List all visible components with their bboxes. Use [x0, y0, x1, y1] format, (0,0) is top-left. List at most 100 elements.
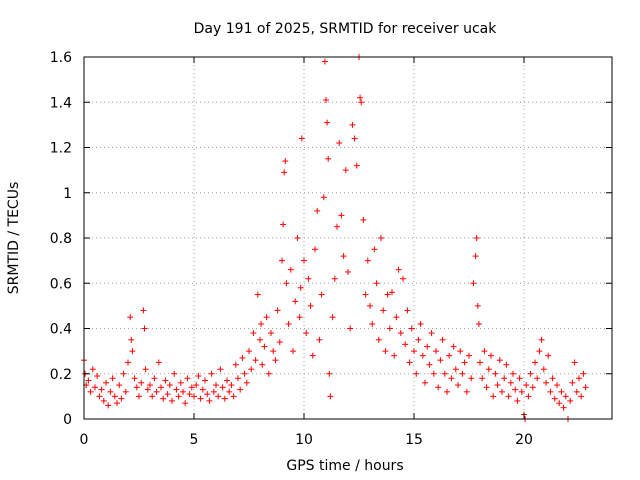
data-point — [248, 366, 255, 373]
data-point — [193, 382, 200, 389]
data-point — [512, 386, 519, 393]
data-point — [252, 357, 259, 364]
data-point — [437, 357, 444, 364]
x-axis-title: GPS time / hours — [286, 458, 403, 474]
data-point — [422, 379, 428, 386]
data-point — [540, 366, 547, 373]
data-point — [397, 330, 404, 337]
data-point — [329, 314, 336, 321]
data-point — [518, 388, 525, 395]
data-point — [158, 384, 164, 391]
data-point — [261, 343, 268, 350]
data-point — [164, 391, 171, 398]
data-point — [250, 330, 257, 337]
data-point — [268, 330, 274, 337]
data-point — [169, 397, 175, 404]
data-point — [217, 366, 224, 373]
data-point — [141, 325, 148, 332]
data-point — [400, 275, 406, 282]
data-point — [473, 235, 480, 241]
data-point — [215, 393, 222, 400]
data-point — [402, 341, 409, 348]
data-point — [144, 386, 151, 393]
data-point — [116, 382, 123, 389]
data-point — [353, 162, 360, 169]
y-tick-label: 0.8 — [50, 231, 72, 247]
data-point — [281, 169, 288, 176]
data-point — [411, 348, 417, 355]
data-point — [532, 359, 538, 366]
data-point — [94, 373, 101, 380]
data-point — [470, 280, 477, 287]
data-point — [433, 348, 439, 355]
grid-layer — [84, 57, 612, 419]
data-point — [241, 370, 248, 377]
data-point — [349, 121, 356, 128]
data-point — [389, 289, 395, 296]
data-point — [327, 393, 334, 400]
data-point — [254, 291, 261, 298]
data-point — [98, 386, 105, 393]
data-point — [89, 366, 96, 373]
data-point — [186, 391, 193, 398]
data-point — [415, 336, 422, 343]
data-point — [118, 395, 125, 402]
data-point — [323, 96, 329, 103]
data-point — [226, 388, 233, 395]
data-point — [120, 370, 127, 377]
data-point — [195, 373, 202, 380]
data-point — [525, 393, 532, 400]
data-point — [230, 393, 237, 400]
data-point — [331, 275, 338, 282]
data-point — [239, 354, 246, 361]
data-point — [556, 400, 563, 407]
data-point — [527, 370, 534, 377]
data-point — [567, 397, 574, 404]
y-tick-label: 1 — [63, 186, 72, 202]
data-point — [155, 359, 162, 366]
data-point — [197, 395, 204, 402]
data-point — [151, 375, 158, 382]
data-point — [285, 320, 292, 327]
y-tick-label: 1.6 — [50, 50, 72, 66]
y-tick-label: 1.4 — [50, 95, 72, 111]
data-point — [312, 246, 318, 253]
data-point — [351, 135, 358, 142]
data-point — [338, 212, 345, 219]
data-point — [109, 375, 116, 382]
data-point — [576, 375, 582, 382]
data-point — [475, 320, 482, 327]
data-point — [303, 330, 310, 337]
data-point — [340, 253, 347, 260]
data-point — [441, 370, 448, 377]
data-point — [318, 291, 325, 298]
data-point — [408, 325, 415, 332]
data-point — [282, 158, 289, 165]
data-point — [173, 386, 180, 393]
data-point — [382, 348, 389, 355]
data-point — [140, 307, 147, 314]
data-point — [184, 375, 191, 382]
data-point — [292, 298, 299, 305]
data-point — [357, 94, 364, 101]
data-point — [395, 266, 402, 273]
y-tick-label: 0.4 — [50, 322, 72, 338]
data-point — [507, 379, 514, 386]
data-point — [490, 393, 497, 400]
data-point — [463, 388, 470, 395]
data-point — [477, 359, 483, 366]
data-point — [114, 400, 120, 407]
data-point — [103, 379, 109, 386]
data-point — [501, 375, 508, 382]
data-point — [534, 375, 541, 382]
data-point — [488, 352, 494, 359]
x-tick-label: 0 — [80, 432, 89, 448]
data-point — [96, 393, 103, 400]
data-point — [191, 393, 197, 400]
data-point — [334, 223, 340, 230]
data-point — [439, 336, 446, 343]
data-point — [276, 339, 283, 346]
data-point — [87, 388, 94, 395]
data-point — [206, 397, 213, 404]
data-point — [204, 391, 211, 398]
